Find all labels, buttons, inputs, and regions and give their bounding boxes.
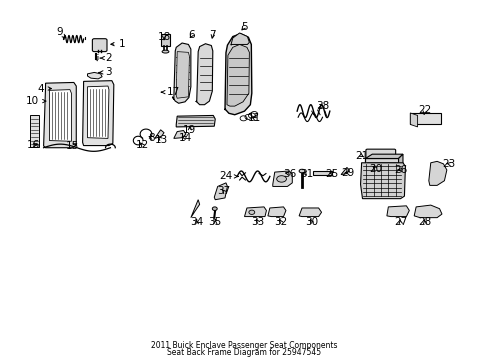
Text: 21: 21 [354,150,367,161]
Text: 25: 25 [325,168,338,179]
Text: 6: 6 [188,30,195,40]
Ellipse shape [212,207,217,211]
Text: 19: 19 [183,125,196,135]
Bar [160,34,170,45]
Text: 36: 36 [282,168,295,179]
Text: 37: 37 [217,186,230,197]
Ellipse shape [162,50,168,53]
Text: 24: 24 [219,171,238,181]
Text: 18: 18 [157,32,170,41]
Polygon shape [299,208,321,217]
Text: 14: 14 [178,133,191,143]
Polygon shape [365,154,402,158]
Polygon shape [386,206,408,217]
Polygon shape [428,161,446,185]
Ellipse shape [56,85,62,93]
Polygon shape [173,131,185,138]
Ellipse shape [248,210,254,215]
Polygon shape [87,72,102,79]
Text: 4: 4 [37,84,51,94]
Text: 12: 12 [135,140,148,150]
Polygon shape [82,81,114,145]
Text: 33: 33 [251,217,264,227]
Polygon shape [195,44,212,105]
Text: 3: 3 [99,67,111,77]
Polygon shape [413,205,441,218]
Text: 35: 35 [208,217,222,227]
Bar [409,113,440,125]
Text: 22: 22 [417,105,430,115]
Text: 34: 34 [190,217,203,227]
Text: 2011 Buick Enclave Passenger Seat Components: 2011 Buick Enclave Passenger Seat Compon… [151,341,337,350]
Text: 20: 20 [369,164,382,174]
Text: 2: 2 [100,53,112,63]
Ellipse shape [299,169,305,173]
Polygon shape [172,43,190,103]
Text: 8: 8 [148,133,155,143]
Text: 28: 28 [417,217,430,227]
Text: 9: 9 [56,27,65,38]
Polygon shape [190,200,199,218]
Polygon shape [340,167,348,175]
Polygon shape [87,86,109,138]
Text: 16: 16 [27,140,41,150]
Polygon shape [155,130,163,138]
FancyBboxPatch shape [92,39,107,51]
FancyBboxPatch shape [365,149,395,161]
Text: 11: 11 [247,113,260,123]
Bar [365,158,398,176]
Text: 1: 1 [111,39,125,49]
Polygon shape [230,33,249,45]
Text: 7: 7 [209,30,216,40]
Text: 5: 5 [241,22,247,32]
Text: 10: 10 [26,96,46,106]
Polygon shape [360,163,405,199]
Polygon shape [409,113,417,127]
Bar [30,115,39,147]
Text: 31: 31 [300,168,313,179]
Polygon shape [226,44,249,106]
Polygon shape [398,154,402,176]
Text: 17: 17 [161,87,180,97]
Polygon shape [267,207,285,217]
Polygon shape [214,183,227,200]
Text: 32: 32 [274,217,287,227]
Bar [312,171,331,175]
Polygon shape [176,116,215,127]
Text: 38: 38 [315,102,328,112]
Text: 15: 15 [66,140,80,150]
Text: 27: 27 [393,217,407,227]
Text: Seat Back Frame Diagram for 25947545: Seat Back Frame Diagram for 25947545 [167,348,321,357]
Text: 30: 30 [305,217,318,227]
Polygon shape [224,34,251,115]
Text: 29: 29 [341,168,354,178]
Ellipse shape [276,176,286,182]
Polygon shape [49,90,71,141]
Polygon shape [244,207,266,217]
Text: 13: 13 [155,135,168,145]
Text: 23: 23 [442,159,455,169]
Polygon shape [176,51,189,98]
Text: 26: 26 [393,165,407,175]
Polygon shape [43,82,76,148]
Polygon shape [272,171,292,186]
